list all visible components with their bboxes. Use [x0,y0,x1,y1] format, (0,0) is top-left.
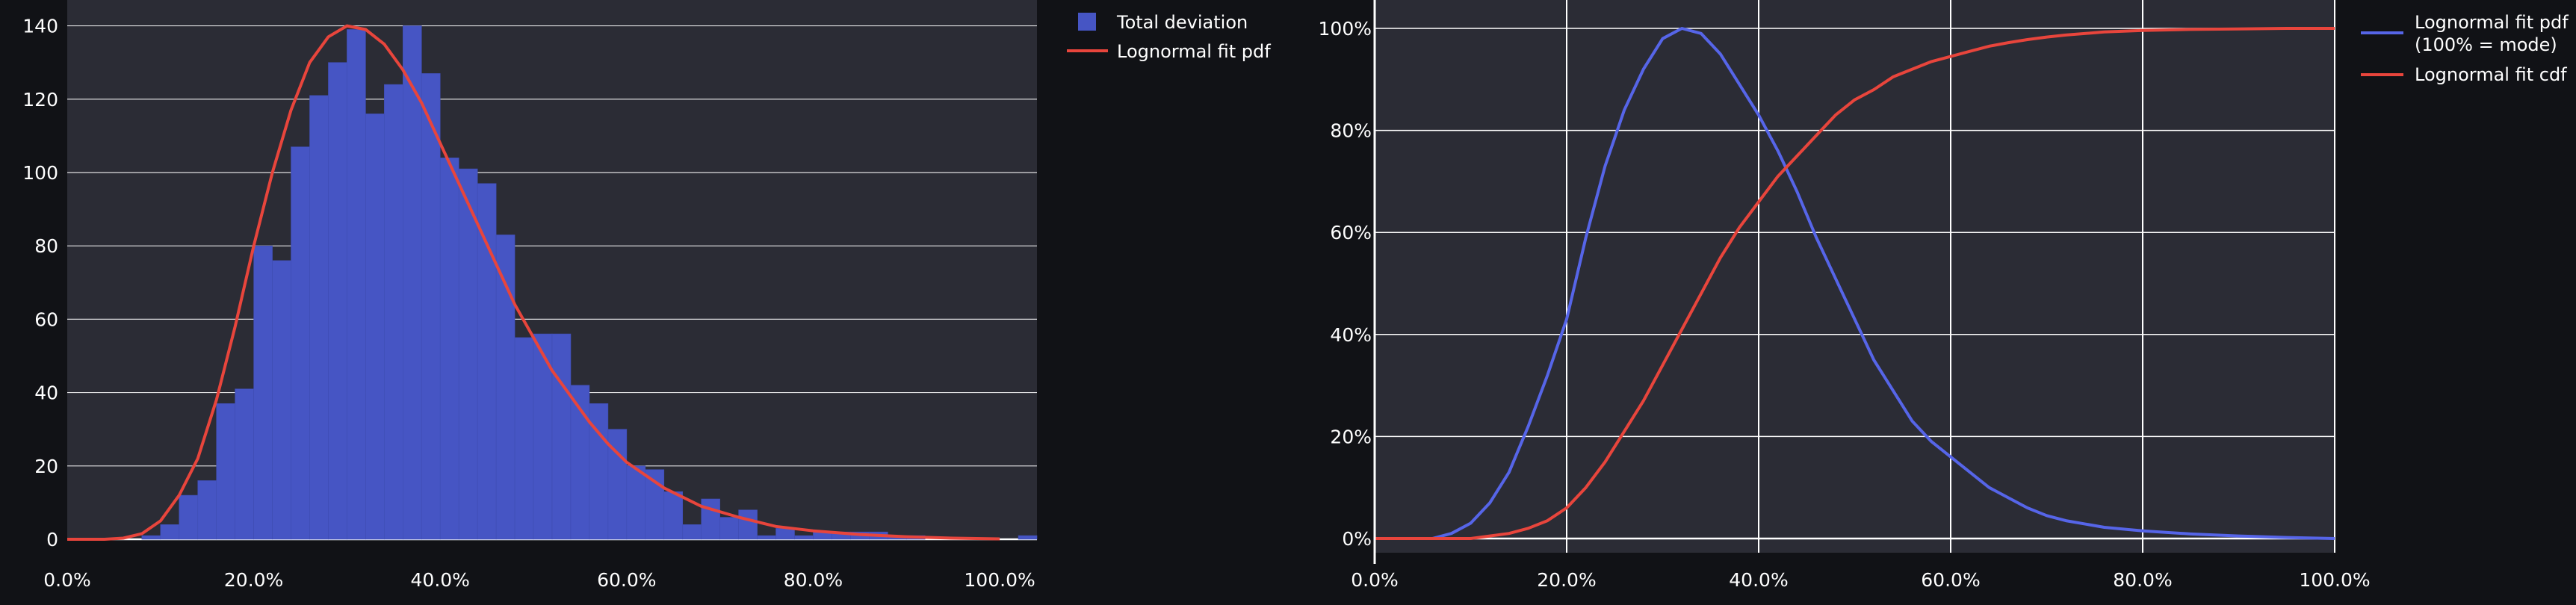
legend-swatch-total-deviation [1078,13,1096,31]
histogram-bar [626,465,646,540]
histogram-bar [403,25,422,540]
histogram-bar [384,84,403,540]
legend-label-pdf: Lognormal fit pdf [2415,12,2569,33]
fit-curves-gridlines [1375,0,2335,553]
histogram-bar [495,235,515,540]
x-tick-label: 80.0% [784,569,843,591]
x-tick-label: 0.0% [1351,569,1399,591]
x-tick-label: 20.0% [1537,569,1596,591]
histogram-bar [216,403,235,540]
y-tick-label: 80 [34,235,58,257]
histogram-bar [719,517,739,540]
legend-label-lognormal-fit-pdf: Lognormal fit pdf [1117,41,1271,62]
lognormal-fit-pdf-line [1375,27,2335,540]
lognormal-fit-pdf-line [67,24,1000,541]
x-tick-label: 40.0% [1729,569,1788,591]
histogram-bar [272,260,291,540]
lognormal-fit-cdf-line [1375,27,2335,540]
histogram-bar [794,535,814,540]
legend-label-total-deviation: Total deviation [1116,12,1248,33]
x-tick-label: 100.0% [964,569,1035,591]
histogram-bar [253,245,273,540]
y-tick-label: 120 [22,89,58,111]
fit-curves-legend: Lognormal fit pdf(100% = mode) Lognormal … [2361,12,2569,85]
histogram-bar [589,403,609,540]
histogram-bar [514,337,534,540]
y-tick-label: 40 [34,382,58,404]
histogram-bar [197,480,217,540]
histogram-bar [421,73,441,540]
histogram-bar [141,535,161,540]
y-tick-label: 20% [1330,426,1372,447]
y-tick-label: 60% [1330,222,1372,243]
x-tick-label: 0.0% [43,569,91,591]
fit-curves-x-tick-labels: 0.0% 20.0% 40.0% 60.0% 80.0% 100.0% [1351,569,2370,591]
y-tick-label: 0% [1342,528,1372,550]
y-tick-label: 0 [46,529,58,550]
fit-curves-lines [1375,27,2335,540]
x-tick-label: 40.0% [411,569,470,591]
histogram-bar [757,535,776,540]
x-tick-label: 60.0% [1921,569,1980,591]
histogram-bar [682,524,702,540]
y-tick-label: 20 [34,456,58,477]
x-tick-label: 80.0% [2113,569,2172,591]
histogram-bar [235,388,254,540]
histogram-bar [291,146,310,540]
fit-curves-y-tick-labels: 0% 20% 40% 60% 80% 100% [1319,18,1372,550]
histogram-bar [439,158,459,540]
histogram-x-tick-labels: 0.0% 20.0% 40.0% 60.0% 80.0% 100.0% [43,569,1035,591]
histogram-legend: Total deviation Lognormal fit pdf [1067,12,1271,62]
y-tick-label: 140 [22,16,58,37]
histogram-bar [328,62,347,540]
histogram-bars [141,25,1038,540]
histogram-bar [533,333,553,540]
histogram-bar [775,527,795,540]
histogram-bar [160,524,180,540]
legend-label-pdf: (100% = mode) [2415,34,2557,55]
histogram-bar [701,498,720,540]
histogram-bar [1018,535,1038,540]
fit-curves-chart: 0% 20% 40% 60% 80% 100% 0.0% 20.0% 40.0% 60.0% 80… [1319,0,2569,591]
histogram-bar [477,183,497,540]
y-tick-label: 100 [22,162,58,184]
histogram-chart: 0 20 40 60 80 100 120 140 0.0% 20.0% 40.0% 60.0% 80… [22,0,1271,591]
legend-label-cdf: Lognormal fit cdf [2415,64,2567,85]
histogram-bar [365,114,385,540]
histogram-bar [551,333,572,540]
histogram-bar [458,168,478,540]
x-tick-label: 100.0% [2299,569,2370,591]
y-tick-label: 80% [1330,120,1372,142]
y-tick-label: 60 [34,308,58,330]
y-tick-label: 100% [1319,18,1372,40]
histogram-y-tick-labels: 0 20 40 60 80 100 120 140 [22,16,58,550]
histogram-bar [663,491,684,540]
histogram-bar [738,509,758,540]
x-tick-label: 60.0% [597,569,656,591]
histogram-bar [179,494,199,540]
y-tick-label: 40% [1330,324,1372,346]
histogram-bar [347,29,366,540]
histogram-bar [309,95,329,540]
fit-curves-plot-area [1375,0,2335,553]
x-tick-label: 20.0% [224,569,283,591]
histogram-fit-lines [67,24,1000,541]
